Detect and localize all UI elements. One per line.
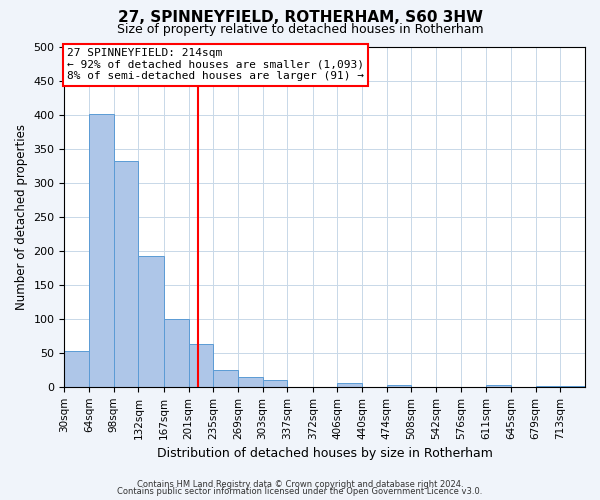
Bar [486, 386, 511, 387]
Text: Contains HM Land Registry data © Crown copyright and database right 2024.: Contains HM Land Registry data © Crown c… [137, 480, 463, 489]
Bar [213, 370, 238, 387]
Bar [387, 385, 412, 387]
Bar [536, 386, 560, 387]
Bar [89, 114, 114, 387]
Bar [139, 256, 164, 387]
Bar [64, 352, 89, 387]
Bar [263, 380, 287, 387]
Bar [560, 386, 585, 387]
Text: Size of property relative to detached houses in Rotherham: Size of property relative to detached ho… [116, 22, 484, 36]
X-axis label: Distribution of detached houses by size in Rotherham: Distribution of detached houses by size … [157, 447, 493, 460]
Text: Contains public sector information licensed under the Open Government Licence v3: Contains public sector information licen… [118, 487, 482, 496]
Bar [337, 384, 362, 387]
Bar [164, 320, 188, 387]
Bar [238, 378, 263, 387]
Bar [188, 344, 213, 387]
Text: 27, SPINNEYFIELD, ROTHERHAM, S60 3HW: 27, SPINNEYFIELD, ROTHERHAM, S60 3HW [118, 10, 482, 25]
Y-axis label: Number of detached properties: Number of detached properties [15, 124, 28, 310]
Text: 27 SPINNEYFIELD: 214sqm
← 92% of detached houses are smaller (1,093)
8% of semi-: 27 SPINNEYFIELD: 214sqm ← 92% of detache… [67, 48, 364, 82]
Bar [114, 161, 139, 387]
